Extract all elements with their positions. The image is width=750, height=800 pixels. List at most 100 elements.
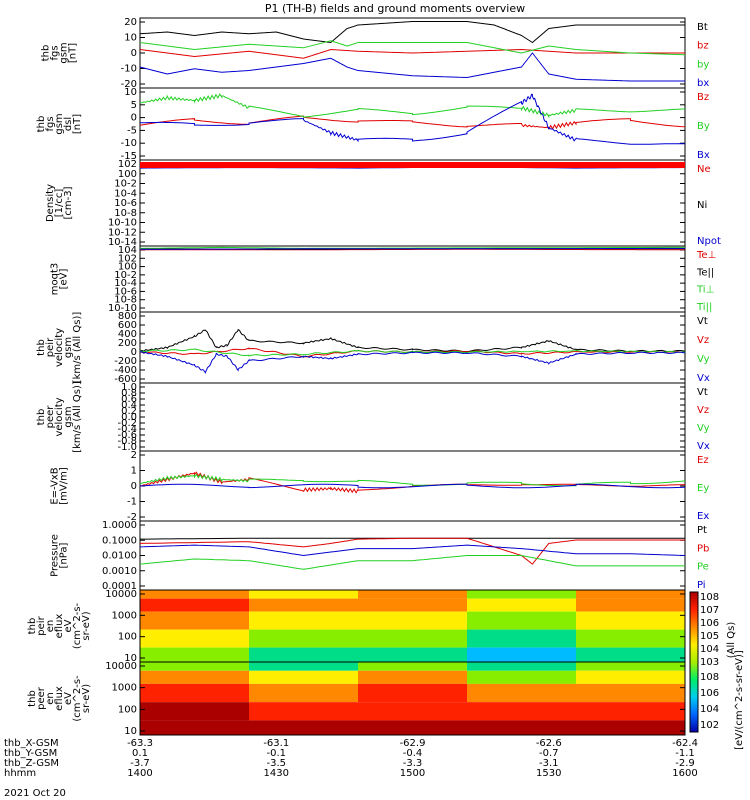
y-axis-label: eV	[63, 619, 74, 632]
spectrogram-cell	[467, 662, 576, 671]
spectrogram-cell	[358, 720, 467, 735]
y-tick-label: 0.0100	[102, 551, 137, 562]
y-tick-label: -400	[114, 365, 137, 376]
xaxis-row-label: hhmm	[4, 768, 36, 779]
series-bz	[139, 48, 685, 59]
spectrogram-cell	[249, 683, 358, 703]
y-axis-label: peer	[36, 686, 47, 710]
y-tick-label: -0.8	[117, 436, 137, 447]
spectrogram-cell	[576, 611, 685, 630]
spectrogram-cell	[576, 590, 685, 599]
spectrogram-cell	[358, 670, 467, 684]
y-tick-label: 10	[124, 653, 137, 664]
y-tick-label: 10	[124, 726, 137, 737]
y-axis-label: (cm^2-s-	[72, 602, 83, 649]
y-axis-label: gsm	[63, 337, 74, 358]
spectrogram-cell	[358, 647, 467, 662]
y-tick-label: 10-10	[108, 303, 137, 314]
legend-entry: Bx	[697, 150, 710, 161]
colorbar-tick: 105	[700, 631, 719, 642]
y-tick-label: 10-2	[114, 270, 137, 281]
y-tick-label: 10-4	[114, 278, 137, 289]
y-tick-label: -1	[127, 497, 137, 508]
y-tick-label: 0	[131, 48, 137, 59]
y-axis-label: thb	[27, 618, 38, 635]
y-tick-label: 0.4	[121, 400, 137, 411]
legend-entry: Vx	[697, 441, 710, 452]
panel-p7: 2 1 0 -1 -2 E=-VxB[mV/m] Ez Ey Ex	[50, 450, 710, 523]
spectrogram-cell	[467, 720, 576, 735]
spectrogram-cell	[467, 629, 576, 648]
y-tick-label: 400	[118, 329, 137, 340]
y-tick-label: 0	[131, 347, 137, 358]
xaxis-value: -3.3	[403, 758, 423, 769]
y-tick-label: 10000	[105, 661, 137, 672]
spectrogram-cell	[140, 590, 249, 599]
legend-entry: Vt	[697, 316, 708, 327]
spectrogram-cell	[249, 670, 358, 684]
y-axis-label: sr-eV)	[81, 684, 92, 713]
series-by	[139, 40, 686, 56]
y-axis-label: fgs	[50, 45, 61, 60]
y-tick-label: 0.0	[121, 412, 137, 423]
y-tick-label: -0.4	[117, 424, 137, 435]
y-tick-label: -1.0	[117, 442, 137, 453]
spectrogram-cell	[576, 598, 685, 612]
spectrogram-cell	[358, 590, 467, 599]
y-tick-label: 800	[118, 311, 137, 322]
legend-entry: Vz	[697, 405, 709, 416]
spectrogram-cell	[249, 629, 358, 648]
y-tick-label: 10-12	[108, 227, 137, 238]
spectrogram-cell	[467, 670, 576, 684]
date-label: 2021 Oct 20	[4, 788, 66, 799]
spectrogram-cell	[576, 629, 685, 648]
series-Pi	[139, 544, 686, 557]
series-Bx	[139, 93, 686, 145]
spectrogram-cell	[140, 683, 249, 703]
series-Vt	[139, 329, 686, 353]
panel-frame	[139, 382, 686, 452]
series-Te⊥	[140, 248, 686, 251]
y-axis-label: [km/s (All Qs)]	[72, 381, 83, 453]
y-axis-label: velocity	[54, 328, 65, 367]
y-axis-label: [nT]	[68, 43, 79, 63]
y-tick-label: 1.0	[121, 382, 137, 393]
y-tick-label: 600	[118, 320, 137, 331]
xaxis-value: -3.7	[130, 758, 150, 769]
spectrogram-cell	[140, 598, 249, 612]
series-Ex	[139, 483, 686, 489]
legend-entry: Npot	[697, 236, 721, 247]
legend-entry: Ez	[697, 455, 709, 466]
spectrogram-cell	[140, 662, 249, 671]
xaxis-value: 1430	[264, 768, 289, 779]
y-axis-label: eV	[63, 692, 74, 705]
spectrogram-cell	[467, 702, 576, 721]
legend-entry: Te||	[696, 267, 714, 278]
y-tick-label: -0.2	[117, 418, 137, 429]
panel-frame	[139, 520, 686, 591]
y-tick-label: 10-8	[114, 295, 137, 306]
y-tick-label: 102	[118, 253, 137, 264]
panel-frame	[139, 311, 686, 384]
y-tick-label: 0.8	[121, 388, 137, 399]
series-Bz	[139, 115, 686, 130]
y-axis-label: [nPa]	[59, 542, 70, 568]
colorbar-tick: 104	[700, 704, 719, 715]
colorbar-tick: 108	[700, 672, 719, 683]
y-tick-label: 0.1000	[102, 535, 137, 546]
legend-entry: Pe	[697, 562, 709, 573]
spectrogram-cell	[467, 647, 576, 662]
spectrogram-cell	[249, 720, 358, 735]
y-axis-label: [eV]	[59, 269, 70, 290]
colorbar-tick: 104	[700, 644, 719, 655]
y-tick-label: 104	[118, 245, 137, 256]
xaxis-value: -0.1	[266, 748, 286, 759]
spectrogram-cell	[358, 662, 467, 671]
legend-entry: Pi	[697, 580, 706, 591]
y-tick-label: 100	[118, 262, 137, 273]
spectrogram-cell	[358, 702, 467, 721]
y-tick-label: 0.6	[121, 394, 137, 405]
spectrogram-cell	[140, 720, 249, 735]
panel-frame	[139, 87, 686, 161]
y-axis-label: eflux	[54, 614, 65, 639]
